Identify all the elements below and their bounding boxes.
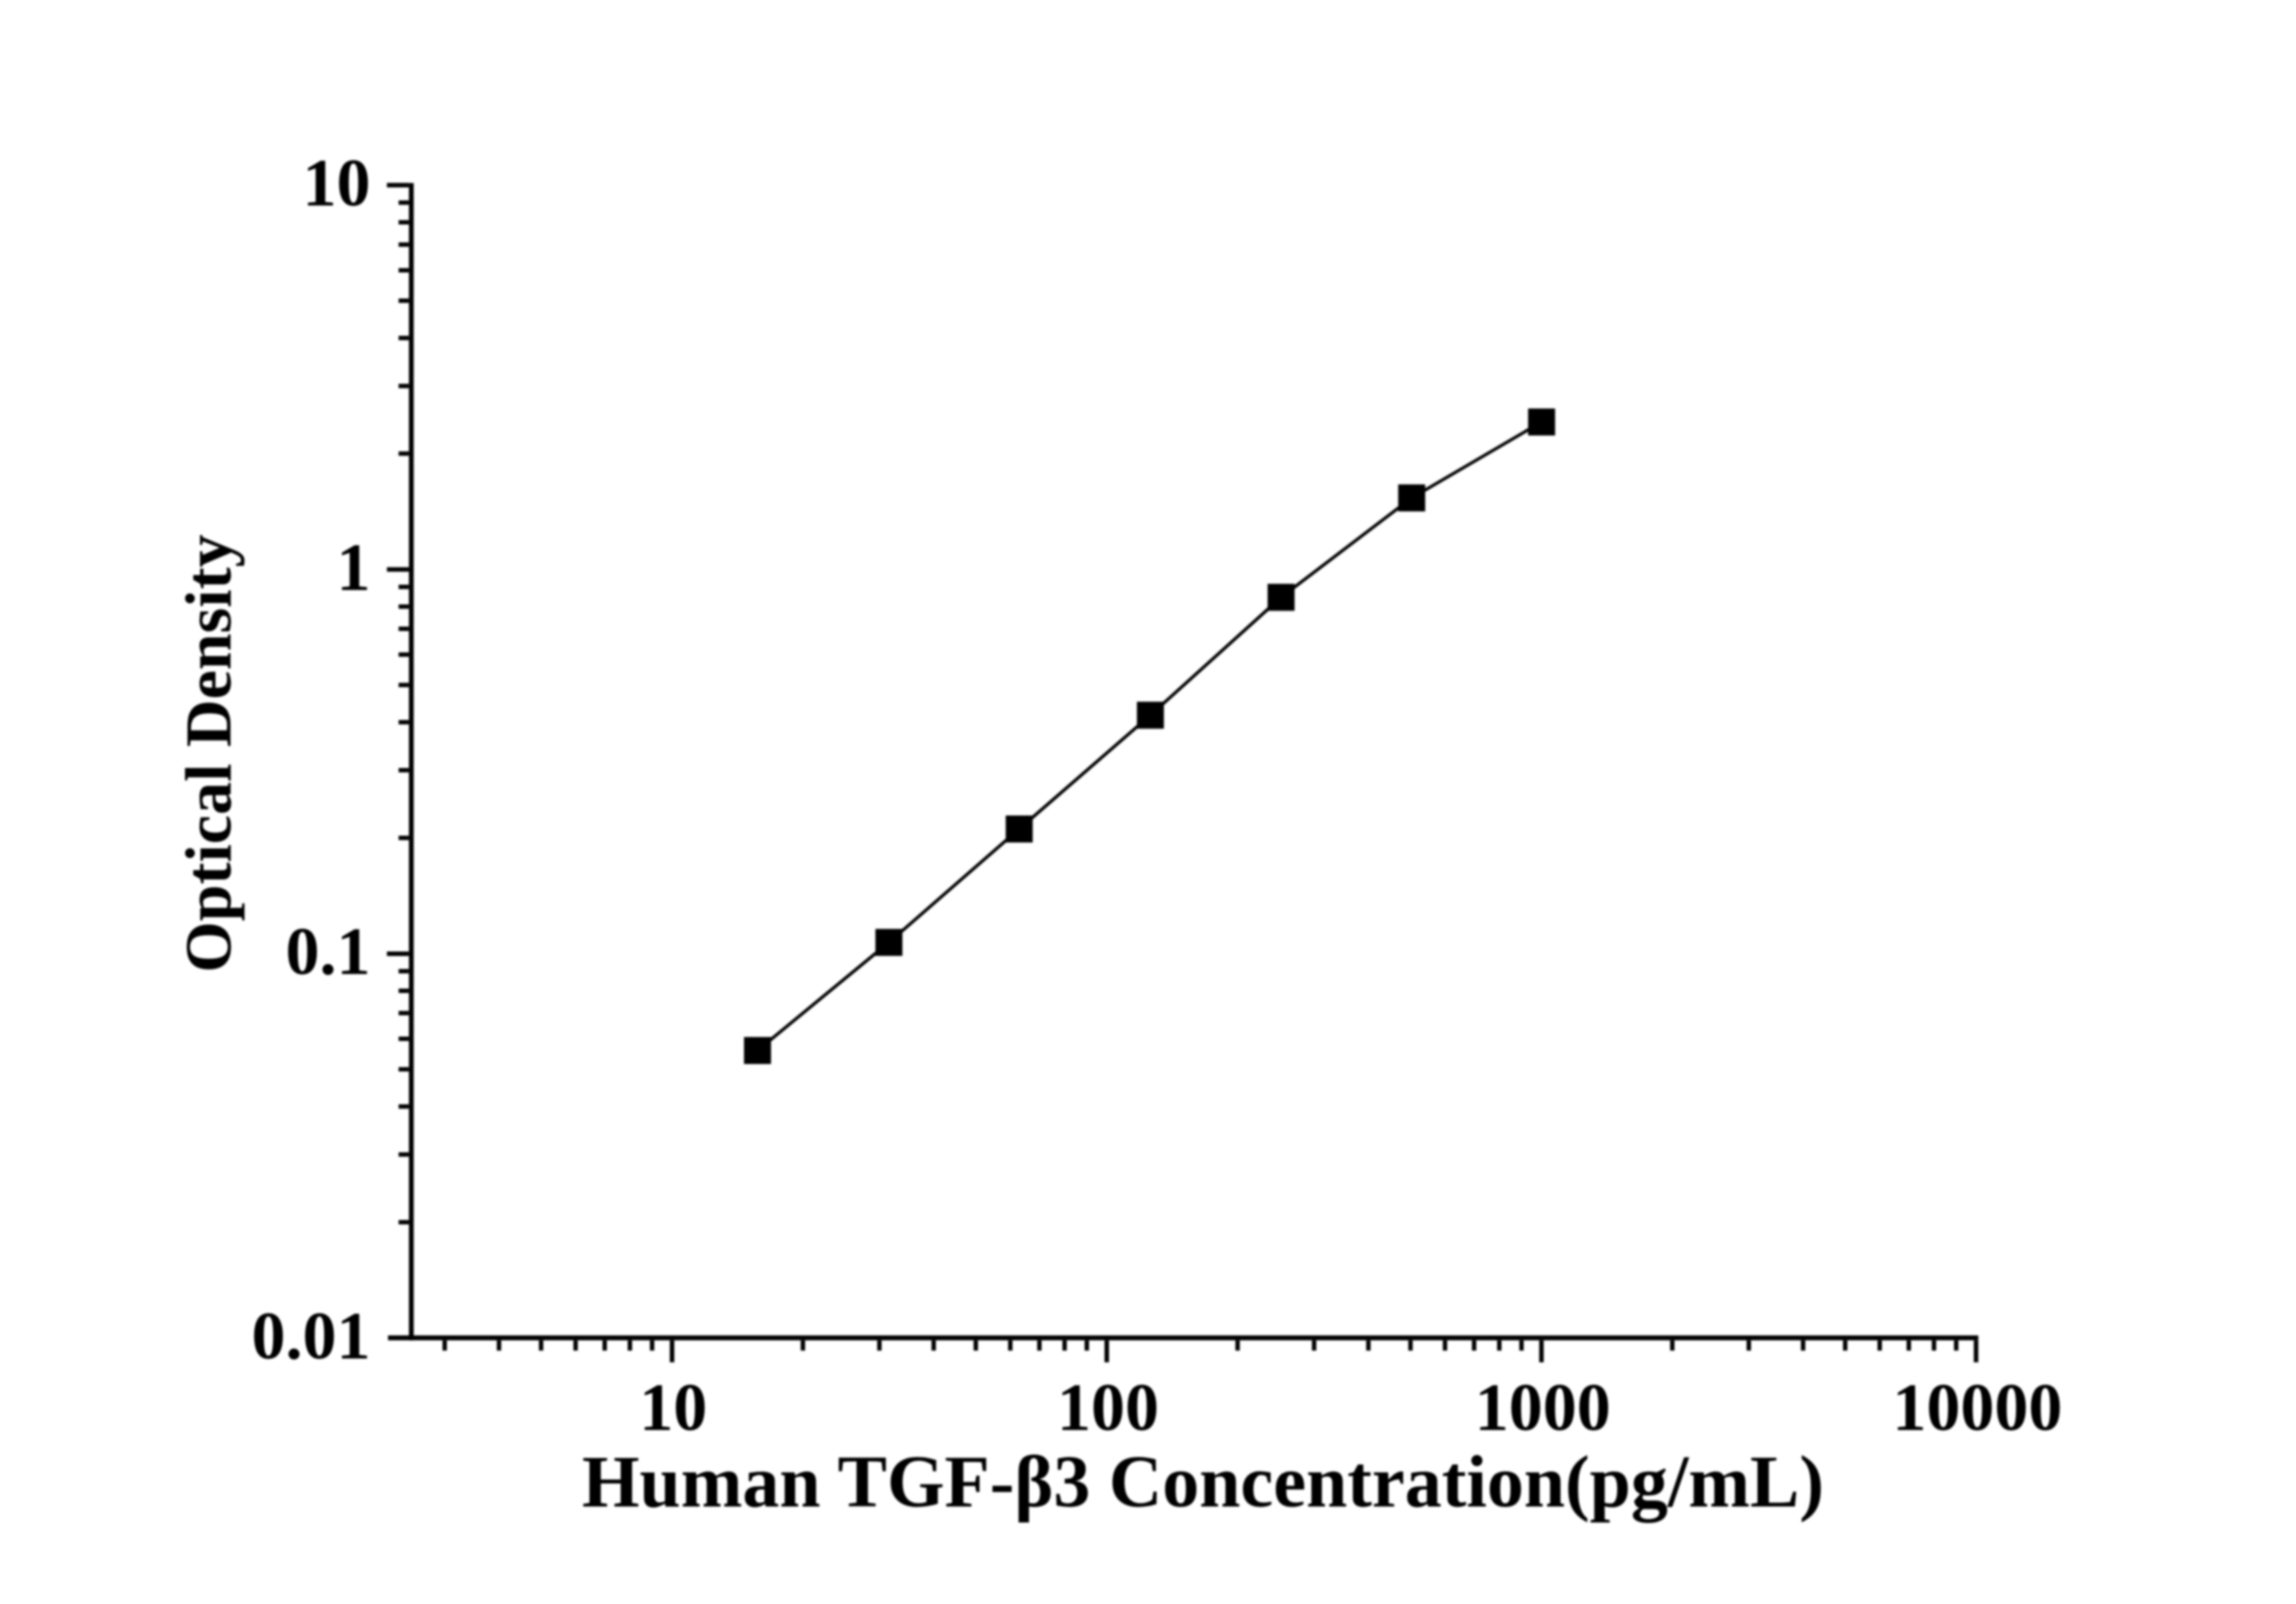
svg-text:10000: 10000 xyxy=(1892,1369,2062,1445)
svg-text:1: 1 xyxy=(337,529,371,605)
svg-text:10: 10 xyxy=(303,145,371,221)
svg-text:10: 10 xyxy=(639,1369,707,1445)
svg-text:0.01: 0.01 xyxy=(252,1298,371,1374)
svg-text:1000: 1000 xyxy=(1475,1369,1611,1445)
svg-text:Human TGF-β3 Concentration(pg/: Human TGF-β3 Concentration(pg/mL) xyxy=(582,1442,1824,1524)
svg-text:100: 100 xyxy=(1057,1369,1159,1445)
svg-text:0.1: 0.1 xyxy=(286,913,371,989)
svg-text:Optical Density: Optical Density xyxy=(173,534,246,972)
